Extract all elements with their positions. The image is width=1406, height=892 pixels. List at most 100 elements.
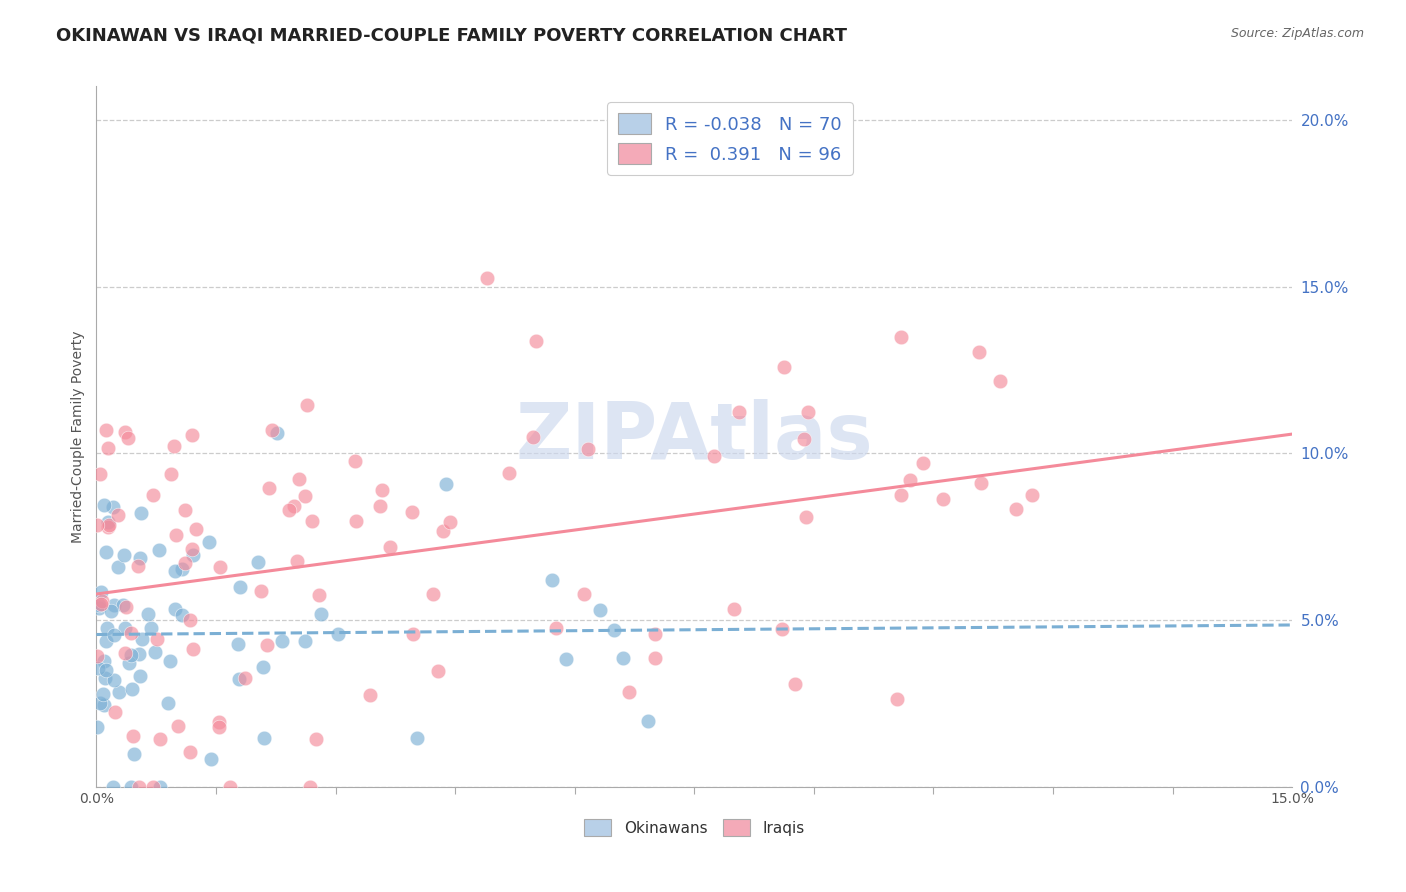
Point (117, 431, 139, 445)
Point (94, 544, 117, 558)
Point (145, 632, 167, 647)
Point (163, 439, 186, 453)
Point (427, 664, 450, 678)
Point (93, 498, 115, 512)
Point (86, 720, 108, 734)
Point (97, 515, 120, 529)
Point (406, 731, 429, 746)
Point (644, 650, 666, 665)
Point (576, 442, 599, 456)
Point (128, 780, 150, 794)
Point (101, 500, 124, 515)
Point (256, 638, 278, 652)
Point (477, 271, 499, 285)
Point (136, 607, 159, 622)
Point (121, 682, 143, 697)
Point (617, 685, 640, 699)
Point (112, 599, 135, 613)
Point (294, 634, 316, 648)
Point (439, 515, 461, 529)
Point (91, 687, 114, 701)
Point (890, 330, 912, 344)
Point (522, 430, 544, 444)
Point (142, 488, 165, 502)
Point (141, 621, 163, 635)
Point (114, 646, 136, 660)
Point (174, 503, 197, 517)
Text: Source: ZipAtlas.com: Source: ZipAtlas.com (1230, 27, 1364, 40)
Point (970, 475, 993, 490)
Point (308, 588, 330, 602)
Point (218, 780, 240, 794)
Point (554, 652, 576, 666)
Point (165, 602, 187, 616)
Point (541, 574, 564, 588)
Point (159, 654, 181, 668)
Point (797, 405, 820, 419)
Point (129, 506, 152, 520)
Point (574, 587, 596, 601)
Point (93, 698, 115, 713)
Point (890, 488, 912, 502)
Point (94, 634, 117, 648)
Point (165, 527, 187, 541)
Point (260, 423, 283, 437)
Point (270, 634, 292, 648)
Point (401, 505, 423, 519)
Point (87, 599, 110, 613)
Point (295, 398, 318, 412)
Point (127, 558, 149, 573)
Point (900, 473, 922, 487)
Point (118, 656, 141, 670)
Point (94, 672, 117, 686)
Point (644, 626, 666, 640)
Point (378, 541, 401, 555)
Point (180, 428, 202, 442)
Point (179, 745, 201, 759)
Point (120, 780, 142, 794)
Point (208, 720, 231, 734)
Text: ZIPAtlas: ZIPAtlas (516, 399, 873, 475)
Point (266, 425, 288, 440)
Point (90, 597, 112, 611)
Point (288, 472, 311, 486)
Point (107, 685, 129, 699)
Point (359, 688, 381, 702)
Point (253, 731, 276, 745)
Point (129, 551, 152, 566)
Point (612, 651, 634, 665)
Point (793, 432, 815, 446)
Point (86, 648, 108, 663)
Point (246, 555, 269, 569)
Point (94, 423, 117, 437)
Point (89, 467, 111, 481)
Point (249, 583, 271, 598)
Point (932, 492, 955, 507)
Point (723, 602, 745, 616)
Point (278, 503, 301, 517)
Point (401, 627, 423, 641)
Point (988, 374, 1011, 388)
Point (103, 673, 125, 687)
Point (170, 608, 193, 623)
Point (115, 600, 138, 615)
Point (143, 644, 166, 658)
Point (343, 453, 366, 467)
Point (160, 467, 183, 482)
Point (257, 481, 280, 495)
Point (344, 514, 367, 528)
Point (103, 628, 125, 642)
Point (122, 747, 145, 761)
Point (179, 613, 201, 627)
Point (89, 600, 111, 615)
Point (603, 623, 626, 637)
Point (637, 714, 659, 728)
Point (89, 696, 111, 710)
Point (101, 780, 124, 794)
Point (104, 705, 127, 719)
Point (967, 345, 990, 359)
Point (97, 518, 120, 533)
Point (114, 425, 136, 440)
Point (498, 466, 520, 480)
Point (94, 663, 117, 677)
